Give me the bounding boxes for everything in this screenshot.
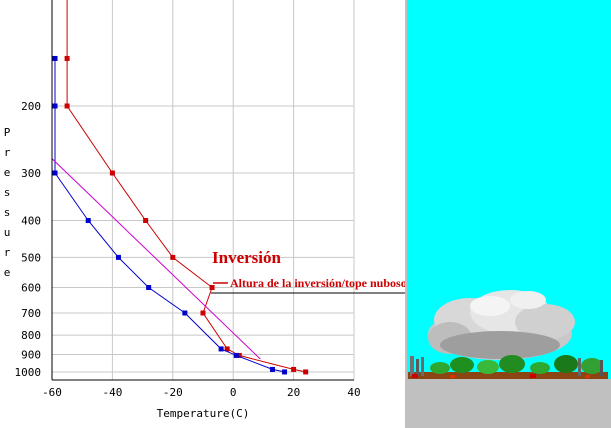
y-tick-label: 1000 [15,366,42,379]
y-tick-label: 700 [21,307,41,320]
data-point [236,352,242,358]
data-point [224,346,230,352]
y-tick-label: 800 [21,329,41,342]
data-point [233,352,239,358]
y-label-letter: r [4,146,11,159]
y-tick-label: 400 [21,215,41,228]
y-label-letter: r [4,246,11,259]
inversion-label: Inversión [212,248,282,267]
x-tick-label: 0 [230,386,237,399]
y-tick-label: 300 [21,167,41,180]
y-label-letter: e [4,266,11,279]
y-label-letter: e [4,166,11,179]
data-point [52,170,58,176]
skew-t-plot: -60 -40 -20 0 20 40 200 300 400 500 600 700 800 900 1… [4,0,361,420]
data-point [291,366,297,372]
y-tick-label: 600 [21,282,41,295]
data-point [218,346,224,352]
ground-vegetation [408,355,608,379]
y-tick-label: 900 [21,349,41,362]
data-point [269,366,275,372]
x-tick-label: -60 [42,386,62,399]
y-label-letter: P [4,126,11,139]
x-tick-label: -40 [102,386,122,399]
data-point [64,103,70,109]
series-1 [52,55,288,375]
y-tick-label: 500 [21,251,41,264]
y-label-letter: u [4,226,11,239]
x-tick-label: 20 [287,386,300,399]
y-tick-labels: 200 300 400 500 600 700 800 900 1000 [15,100,42,379]
ground-panel [405,379,611,428]
data-point [209,285,215,291]
series-line [51,158,261,360]
data-point [200,310,206,316]
series-0 [64,0,309,375]
cloud-scene [405,0,611,428]
data-point [52,103,58,109]
data-point [143,218,149,224]
x-tick-label: 40 [347,386,360,399]
series-line [66,0,306,373]
x-tick-labels: -60 -40 -20 0 20 40 [42,386,361,399]
data-point [85,218,91,224]
data-point [115,254,121,260]
y-label-letter: s [4,186,11,199]
annotations: Inversión Altura de la inversión/tope nu… [211,248,552,294]
series-layer [51,0,309,375]
data-point [109,170,115,176]
series-2 [51,158,261,360]
data-point [303,369,309,375]
data-point [282,369,288,375]
data-point [182,310,188,316]
y-tick-label: 200 [21,100,41,113]
data-point [64,55,70,61]
inversion-top-label: Altura de la inversión/tope nuboso [230,276,407,290]
x-tick-label: -20 [163,386,183,399]
data-point [146,285,152,291]
data-point [52,55,58,61]
data-point [170,254,176,260]
x-axis-label: Temperature(C) [157,407,250,420]
cumulus-cloud [428,290,575,360]
y-label-letter: s [4,206,11,219]
